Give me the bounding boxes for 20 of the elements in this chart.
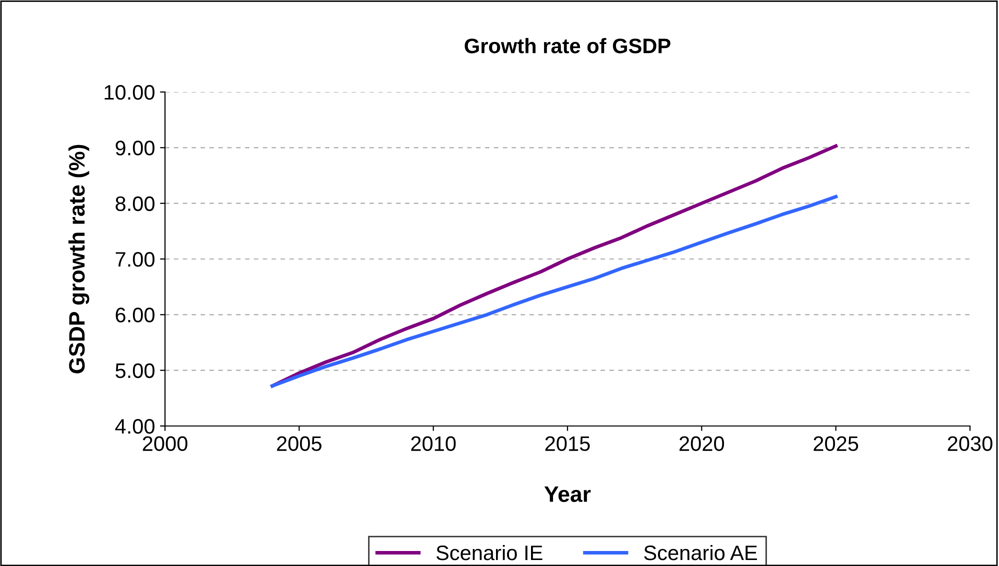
y-tick-label: 10.00 <box>104 85 154 100</box>
x-axis-title: Year <box>544 486 591 502</box>
y-tick-label: 9.00 <box>116 140 154 156</box>
line-series <box>270 194 838 388</box>
x-tick-label: 2020 <box>680 436 724 452</box>
x-tick-label: 2005 <box>277 436 322 452</box>
y-tick-label: 6.00 <box>116 308 154 322</box>
x-tick-label: 2000 <box>142 436 188 452</box>
x-tick-label: 2025 <box>814 436 858 452</box>
y-axis-title: GSDP growth rate (%) <box>68 144 90 374</box>
x-tick-label: 2030 <box>948 436 992 452</box>
legend-label: Scenario AE <box>644 544 757 560</box>
y-tick-label: 7.00 <box>116 252 154 267</box>
y-tick-label: 4.00 <box>115 419 154 434</box>
legend-label: Scenario IE <box>436 544 542 560</box>
chart-title: Growth rate of GSDP <box>464 38 670 54</box>
x-tick-label: 2015 <box>545 436 590 452</box>
y-tick-label: 5.00 <box>116 363 154 378</box>
x-tick-label: 2010 <box>411 436 456 452</box>
y-tick-label: 8.00 <box>116 196 154 212</box>
